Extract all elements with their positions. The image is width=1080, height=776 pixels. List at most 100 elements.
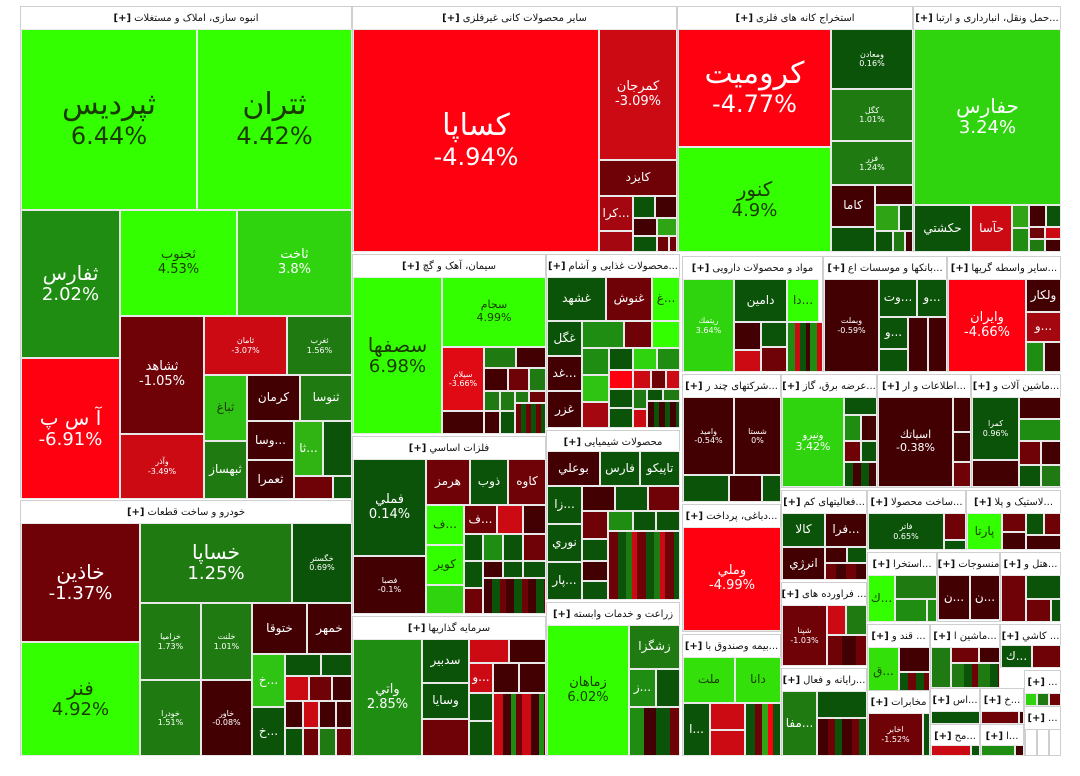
tile[interactable]: فملي 0.14% bbox=[353, 459, 426, 556]
sector-header[interactable]: ... [+] bbox=[1025, 707, 1060, 729]
tile[interactable] bbox=[647, 389, 663, 401]
sector-header[interactable]: ...بیمه وصندوق با [+] bbox=[683, 635, 780, 657]
sector-pharma[interactable]: مواد و محصولات دارویی [+] ریتمك 3.64% دامی… bbox=[682, 256, 823, 372]
sector-header[interactable]: ...مح [+] bbox=[931, 725, 979, 747]
tile[interactable]: دامین bbox=[734, 279, 787, 322]
sector-header[interactable]: زراعت و خدمات وابسته [+] bbox=[547, 603, 679, 625]
expand-button[interactable]: [+] bbox=[1003, 558, 1022, 570]
tile[interactable]: حکشتي bbox=[914, 205, 971, 252]
expand-button[interactable]: [+] bbox=[983, 694, 1002, 706]
tile[interactable] bbox=[1044, 342, 1061, 372]
tile[interactable] bbox=[657, 348, 680, 370]
tile[interactable]: فصبا -0.1% bbox=[353, 556, 426, 614]
tile[interactable] bbox=[608, 531, 680, 600]
tile[interactable]: ختوقا bbox=[252, 603, 307, 654]
tile[interactable] bbox=[523, 505, 546, 534]
expand-button[interactable]: [+] bbox=[872, 558, 891, 570]
tile[interactable] bbox=[647, 401, 680, 428]
sector-header[interactable]: ...دباغی، پرداخت [+] bbox=[683, 505, 780, 527]
tile[interactable] bbox=[652, 321, 680, 348]
tile[interactable]: ومعادن 0.16% bbox=[831, 29, 913, 89]
tile[interactable] bbox=[657, 236, 669, 252]
tile[interactable]: ...و bbox=[469, 663, 493, 693]
tile[interactable]: ...مفا bbox=[782, 691, 817, 756]
sector-header[interactable]: ...فعالیتهای کم [+] bbox=[782, 491, 866, 513]
tile[interactable]: کاما bbox=[831, 185, 875, 227]
sector-header[interactable]: فلزات اساسي [+] bbox=[353, 437, 545, 459]
tile[interactable] bbox=[497, 505, 523, 534]
tile[interactable] bbox=[1002, 513, 1026, 532]
tile[interactable]: زشگزا bbox=[629, 625, 680, 669]
tile[interactable] bbox=[1026, 575, 1061, 599]
tile[interactable]: ثتران 4.42% bbox=[197, 29, 352, 210]
tile[interactable] bbox=[1046, 205, 1061, 227]
tile[interactable] bbox=[1029, 227, 1045, 239]
tile[interactable] bbox=[1026, 342, 1044, 372]
tile[interactable] bbox=[336, 728, 352, 756]
tile[interactable]: وامید -0.54% bbox=[683, 397, 734, 475]
tile[interactable] bbox=[464, 588, 483, 614]
tile[interactable]: وسایا bbox=[422, 683, 469, 719]
tile[interactable]: ...ف bbox=[426, 505, 464, 545]
tile[interactable] bbox=[846, 605, 867, 635]
tile[interactable]: ...ف bbox=[464, 505, 497, 534]
tile[interactable] bbox=[729, 475, 762, 502]
sector-header[interactable]: ...ساخت محصولا [+] bbox=[868, 491, 965, 513]
sector-header[interactable]: انبوه سازی، املاک و مستغلات [+] bbox=[21, 7, 351, 29]
tile[interactable] bbox=[761, 322, 787, 347]
expand-button[interactable]: [+] bbox=[552, 608, 571, 620]
sector-header[interactable]: ...ماشین آلات و [+] bbox=[972, 375, 1060, 397]
tile[interactable] bbox=[928, 317, 947, 372]
tile[interactable]: ...دا bbox=[787, 279, 819, 322]
sector-header[interactable]: ...ماشین ا [+] bbox=[931, 625, 999, 647]
tile[interactable] bbox=[655, 196, 677, 218]
tile[interactable] bbox=[761, 347, 787, 372]
tile[interactable]: خاور -0.08% bbox=[201, 680, 252, 756]
tile[interactable]: غنوش bbox=[606, 277, 652, 321]
tile[interactable] bbox=[1049, 693, 1061, 706]
tile[interactable] bbox=[827, 605, 846, 635]
tile[interactable] bbox=[582, 321, 624, 348]
tile[interactable] bbox=[905, 231, 913, 252]
tile[interactable] bbox=[509, 639, 546, 663]
tile[interactable] bbox=[633, 236, 657, 252]
tile[interactable] bbox=[971, 745, 980, 756]
tile[interactable]: ...ا bbox=[683, 703, 710, 756]
tile[interactable] bbox=[875, 205, 899, 231]
tile[interactable] bbox=[1026, 535, 1061, 550]
tile[interactable]: ...ن bbox=[970, 575, 1000, 620]
tile[interactable] bbox=[469, 693, 493, 721]
tile[interactable]: غگل bbox=[547, 321, 582, 356]
sector-header[interactable]: ...اطلاعات و ار [+] bbox=[878, 375, 970, 397]
sector-header[interactable]: مخابرات [+] bbox=[868, 691, 929, 713]
tile[interactable]: ثباغ bbox=[204, 375, 247, 441]
tile[interactable] bbox=[519, 663, 546, 693]
tile[interactable] bbox=[285, 676, 309, 701]
tile[interactable]: سیلام -3.66% bbox=[442, 347, 484, 411]
tile[interactable]: خلنت 1.01% bbox=[201, 603, 252, 680]
expand-button[interactable]: [+] bbox=[1027, 676, 1045, 688]
tile[interactable] bbox=[529, 368, 546, 391]
tile[interactable] bbox=[817, 691, 867, 718]
tile[interactable]: کرمان bbox=[247, 375, 300, 421]
tile[interactable]: ...وت bbox=[879, 279, 917, 317]
tile[interactable]: ثشاهد -1.05% bbox=[120, 316, 204, 434]
tile[interactable]: شستا 0% bbox=[734, 397, 781, 475]
sector-basic-metals[interactable]: فلزات اساسي [+] فملي 0.14% فصبا -0.1% هرمز … bbox=[352, 436, 546, 614]
tile[interactable]: ریتمك 3.64% bbox=[683, 279, 734, 372]
sector-machinery-2[interactable]: ...ماشین ا [+] bbox=[930, 624, 1000, 688]
tile[interactable] bbox=[734, 350, 761, 372]
sector-rubber-plastic[interactable]: ...لاستیک و پلا [+] پارتا bbox=[966, 490, 1061, 550]
tile[interactable]: ثاخت 3.8% bbox=[237, 210, 352, 316]
tile[interactable] bbox=[1019, 711, 1024, 724]
tile[interactable]: ونیرو 3.42% bbox=[782, 397, 844, 487]
sector-transport[interactable]: ...حمل ونقل، انبارداری و ارتبا [+] حفارس 3… bbox=[913, 6, 1061, 252]
sector-hotel[interactable]: ...هتل و [+] bbox=[1000, 552, 1061, 622]
tile[interactable] bbox=[1049, 729, 1061, 756]
tile[interactable] bbox=[981, 745, 1015, 756]
tile[interactable]: کنور 4.9% bbox=[678, 147, 831, 252]
tile[interactable] bbox=[1019, 397, 1061, 419]
tile[interactable] bbox=[285, 728, 303, 756]
expand-button[interactable]: [+] bbox=[691, 262, 710, 274]
tile[interactable]: خاذین -1.37% bbox=[21, 523, 140, 642]
